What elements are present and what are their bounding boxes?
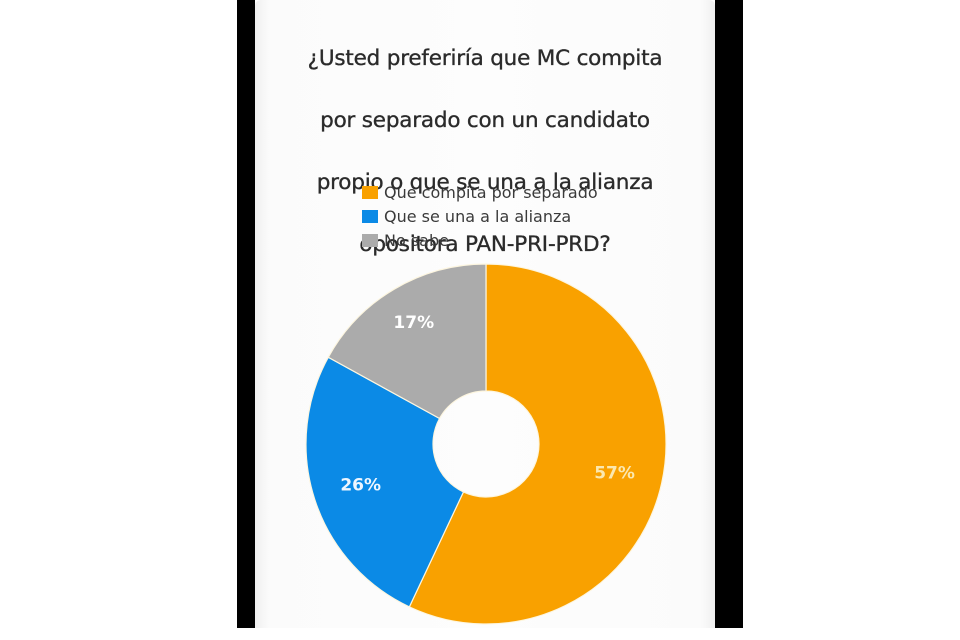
slice-label-no-sabe: 17% (393, 313, 434, 333)
donut-slice-1 (305, 356, 465, 608)
legend-swatch-blue (362, 209, 378, 223)
donut-chart: 57% 26% 17% (305, 263, 667, 625)
chart-legend: Que compita por separado Que se una a la… (362, 180, 598, 252)
phone-frame-right (715, 0, 743, 628)
legend-swatch-orange (362, 185, 378, 199)
phone-frame-left (237, 0, 255, 628)
donut-slice-2 (327, 263, 487, 420)
legend-swatch-gray (362, 233, 378, 247)
chart-title-line-3: propio o que se una a la alianza (316, 170, 654, 195)
legend-label: Que se una a la alianza (384, 206, 572, 226)
chart-card: ¿Usted preferiría que MC compita por sep… (255, 0, 715, 628)
donut-labels: 57% 26% 17% (340, 313, 635, 496)
slice-label-separado: 57% (594, 464, 635, 484)
legend-item-separado: Que compita por separado (362, 180, 598, 204)
legend-label: Que compita por separado (384, 182, 598, 202)
legend-label: No sabe (384, 230, 449, 250)
chart-title-line-2: por separado con un candidato (320, 108, 650, 133)
legend-item-no-sabe: No sabe (362, 228, 598, 252)
chart-title-line-1: ¿Usted preferiría que MC compita (307, 46, 663, 71)
donut-slices (305, 263, 667, 625)
legend-item-alianza: Que se una a la alianza (362, 204, 598, 228)
slice-label-alianza: 26% (340, 476, 381, 496)
donut-slice-0 (408, 263, 667, 625)
